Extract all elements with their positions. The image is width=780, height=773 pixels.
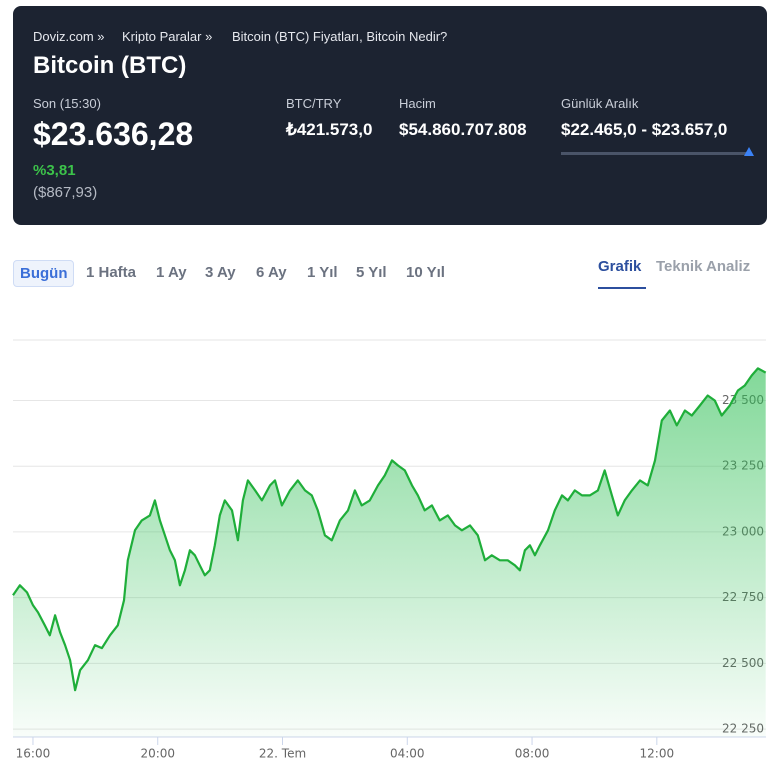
x-tick-label: 04:00 bbox=[390, 747, 425, 761]
period-tab[interactable]: 1 Ay bbox=[156, 264, 187, 281]
area bbox=[13, 368, 766, 737]
range-marker bbox=[744, 147, 754, 156]
header: Doviz.com » Kripto Paralar » Bitcoin (BT… bbox=[13, 6, 767, 225]
stat-value: ₺421.573,0 bbox=[286, 120, 373, 139]
stat-label: Günlük Aralık bbox=[561, 96, 639, 111]
view-tab[interactable]: Teknik Analiz bbox=[656, 258, 751, 275]
change-abs: ($867,93) bbox=[33, 184, 98, 201]
x-tick-label: 12:00 bbox=[640, 747, 675, 761]
period-tab[interactable]: 1 Hafta bbox=[86, 264, 137, 281]
chart: 22 25022 50022 75023 00023 25023 50016:0… bbox=[12, 339, 767, 761]
period-tab[interactable]: 10 Yıl bbox=[406, 264, 445, 281]
stat-label: Hacim bbox=[399, 96, 436, 111]
price-line bbox=[12, 367, 767, 692]
breadcrumb[interactable]: Bitcoin (BTC) Fiyatları, Bitcoin Nedir? bbox=[232, 29, 448, 44]
stat-value: $22.465,0 - $23.657,0 bbox=[561, 120, 728, 139]
active-underline bbox=[598, 287, 646, 289]
x-tick-label: 08:00 bbox=[515, 747, 550, 761]
x-tick-label: 22. Tem bbox=[259, 747, 306, 761]
period-tab[interactable]: 3 Ay bbox=[205, 264, 236, 281]
last-label: Son (15:30) bbox=[33, 96, 101, 111]
period-tab[interactable]: 1 Yıl bbox=[307, 264, 338, 281]
period-tab[interactable]: Bugün bbox=[13, 260, 75, 287]
x-tick-label: 20:00 bbox=[140, 747, 175, 761]
stat-value: $54.860.707.808 bbox=[399, 120, 527, 139]
last-price: $23.636,28 bbox=[33, 116, 194, 152]
change: %3,81 bbox=[33, 162, 76, 179]
view-tab[interactable]: Grafik bbox=[598, 258, 642, 275]
title: Bitcoin (BTC) bbox=[33, 52, 187, 79]
breadcrumb[interactable]: Kripto Paralar » bbox=[122, 29, 213, 44]
period-tab[interactable]: 6 Ay bbox=[256, 264, 287, 281]
period-tab[interactable]: 5 Yıl bbox=[356, 264, 387, 281]
range-bar bbox=[561, 152, 751, 155]
x-tick-label: 16:00 bbox=[16, 747, 51, 761]
breadcrumb[interactable]: Doviz.com » bbox=[33, 29, 105, 44]
stat-label: BTC/TRY bbox=[286, 96, 342, 111]
